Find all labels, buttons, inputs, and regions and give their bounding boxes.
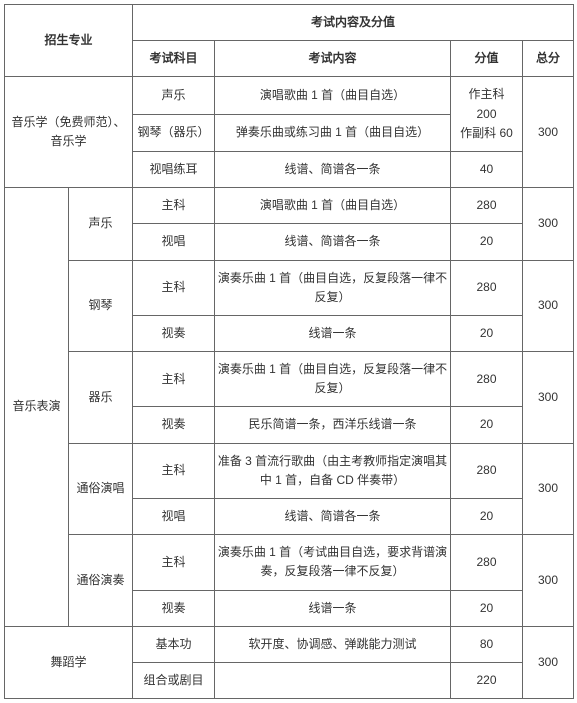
major-dance: 舞蹈学 — [5, 626, 133, 698]
total-musicology: 300 — [523, 77, 574, 188]
score-i-main: 280 — [451, 352, 523, 407]
hdr-major: 招生专业 — [5, 5, 133, 77]
score-ps-sight: 20 — [451, 499, 523, 535]
score-pp-sight: 20 — [451, 590, 523, 626]
subj-main-vocal: 主科 — [133, 188, 215, 224]
subj-sight-ear: 视唱练耳 — [133, 151, 215, 187]
hdr-total: 总分 — [523, 41, 574, 77]
cont-m2: 弹奏乐曲或练习曲 1 首（曲目自选） — [215, 114, 451, 151]
sub-vocal: 声乐 — [69, 188, 133, 260]
cont-p-main: 演奏乐曲 1 首（曲目自选，反复段落一律不反复） — [215, 260, 451, 315]
subj-combo: 组合或剧目 — [133, 662, 215, 698]
score-p-main: 280 — [451, 260, 523, 315]
score-v-sight: 20 — [451, 224, 523, 260]
cont-ps-sight: 线谱、简谱各一条 — [215, 499, 451, 535]
hdr-exam-group: 考试内容及分值 — [133, 5, 574, 41]
subj-sightplay-popplay: 视奏 — [133, 590, 215, 626]
subj-sightplay-inst: 视奏 — [133, 407, 215, 443]
sub-popplay: 通俗演奏 — [69, 535, 133, 627]
cont-p-sight: 线谱一条 — [215, 315, 451, 351]
cont-i-sight: 民乐简谱一条，西洋乐线谱一条 — [215, 407, 451, 443]
score-m-main: 作主科200作副科 60 — [451, 77, 523, 152]
cont-m1: 演唱歌曲 1 首（曲目自选） — [215, 77, 451, 114]
row-perform-piano-1: 钢琴 主科 演奏乐曲 1 首（曲目自选，反复段落一律不反复） 280 300 — [5, 260, 574, 315]
total-popplay: 300 — [523, 535, 574, 627]
cont-v-main: 演唱歌曲 1 首（曲目自选） — [215, 188, 451, 224]
total-vocal: 300 — [523, 188, 574, 260]
total-inst: 300 — [523, 352, 574, 444]
subj-main-piano: 主科 — [133, 260, 215, 315]
subj-main-inst: 主科 — [133, 352, 215, 407]
cont-i-main: 演奏乐曲 1 首（曲目自选，反复段落一律不反复） — [215, 352, 451, 407]
score-pp-main: 280 — [451, 535, 523, 590]
row-musicology-1: 音乐学（免费师范）、音乐学 声乐 演唱歌曲 1 首（曲目自选） 作主科200作副… — [5, 77, 574, 114]
score-ps-main: 280 — [451, 443, 523, 498]
score-m-sight: 40 — [451, 151, 523, 187]
cont-v-sight: 线谱、简谱各一条 — [215, 224, 451, 260]
score-d-basic: 80 — [451, 626, 523, 662]
row-perform-inst-1: 器乐 主科 演奏乐曲 1 首（曲目自选，反复段落一律不反复） 280 300 — [5, 352, 574, 407]
hdr-score: 分值 — [451, 41, 523, 77]
cont-pp-main: 演奏乐曲 1 首（考试曲目自选，要求背谱演奏，反复段落一律不反复） — [215, 535, 451, 590]
sub-piano: 钢琴 — [69, 260, 133, 352]
row-perform-vocal-1: 音乐表演 声乐 主科 演唱歌曲 1 首（曲目自选） 280 300 — [5, 188, 574, 224]
score-v-main: 280 — [451, 188, 523, 224]
score-p-sight: 20 — [451, 315, 523, 351]
cont-ps-main: 准备 3 首流行歌曲（由主考教师指定演唱其中 1 首，自备 CD 伴奏带） — [215, 443, 451, 498]
subj-main-popsing: 主科 — [133, 443, 215, 498]
score-d-combo: 220 — [451, 662, 523, 698]
major-perform: 音乐表演 — [5, 188, 69, 627]
subj-voice: 声乐 — [133, 77, 215, 114]
subj-sightsing-vocal: 视唱 — [133, 224, 215, 260]
cont-pp-sight: 线谱一条 — [215, 590, 451, 626]
sub-popsing: 通俗演唱 — [69, 443, 133, 535]
total-piano: 300 — [523, 260, 574, 352]
header-row-1: 招生专业 考试内容及分值 — [5, 5, 574, 41]
hdr-subject: 考试科目 — [133, 41, 215, 77]
cont-m3: 线谱、简谱各一条 — [215, 151, 451, 187]
sub-inst: 器乐 — [69, 352, 133, 444]
subj-basic: 基本功 — [133, 626, 215, 662]
major-musicology: 音乐学（免费师范）、音乐学 — [5, 77, 133, 188]
row-perform-popsing-1: 通俗演唱 主科 准备 3 首流行歌曲（由主考教师指定演唱其中 1 首，自备 CD… — [5, 443, 574, 498]
cont-d-basic: 软开度、协调感、弹跳能力测试 — [215, 626, 451, 662]
subj-sightsing-popsing: 视唱 — [133, 499, 215, 535]
exam-table: 招生专业 考试内容及分值 考试科目 考试内容 分值 总分 音乐学（免费师范）、音… — [4, 4, 574, 699]
total-popsing: 300 — [523, 443, 574, 535]
subj-piano-inst: 钢琴（器乐） — [133, 114, 215, 151]
subj-sightplay-piano: 视奏 — [133, 315, 215, 351]
score-i-sight: 20 — [451, 407, 523, 443]
row-perform-popplay-1: 通俗演奏 主科 演奏乐曲 1 首（考试曲目自选，要求背谱演奏，反复段落一律不反复… — [5, 535, 574, 590]
hdr-content: 考试内容 — [215, 41, 451, 77]
row-dance-1: 舞蹈学 基本功 软开度、协调感、弹跳能力测试 80 300 — [5, 626, 574, 662]
total-dance: 300 — [523, 626, 574, 698]
subj-main-popplay: 主科 — [133, 535, 215, 590]
cont-d-combo — [215, 662, 451, 698]
